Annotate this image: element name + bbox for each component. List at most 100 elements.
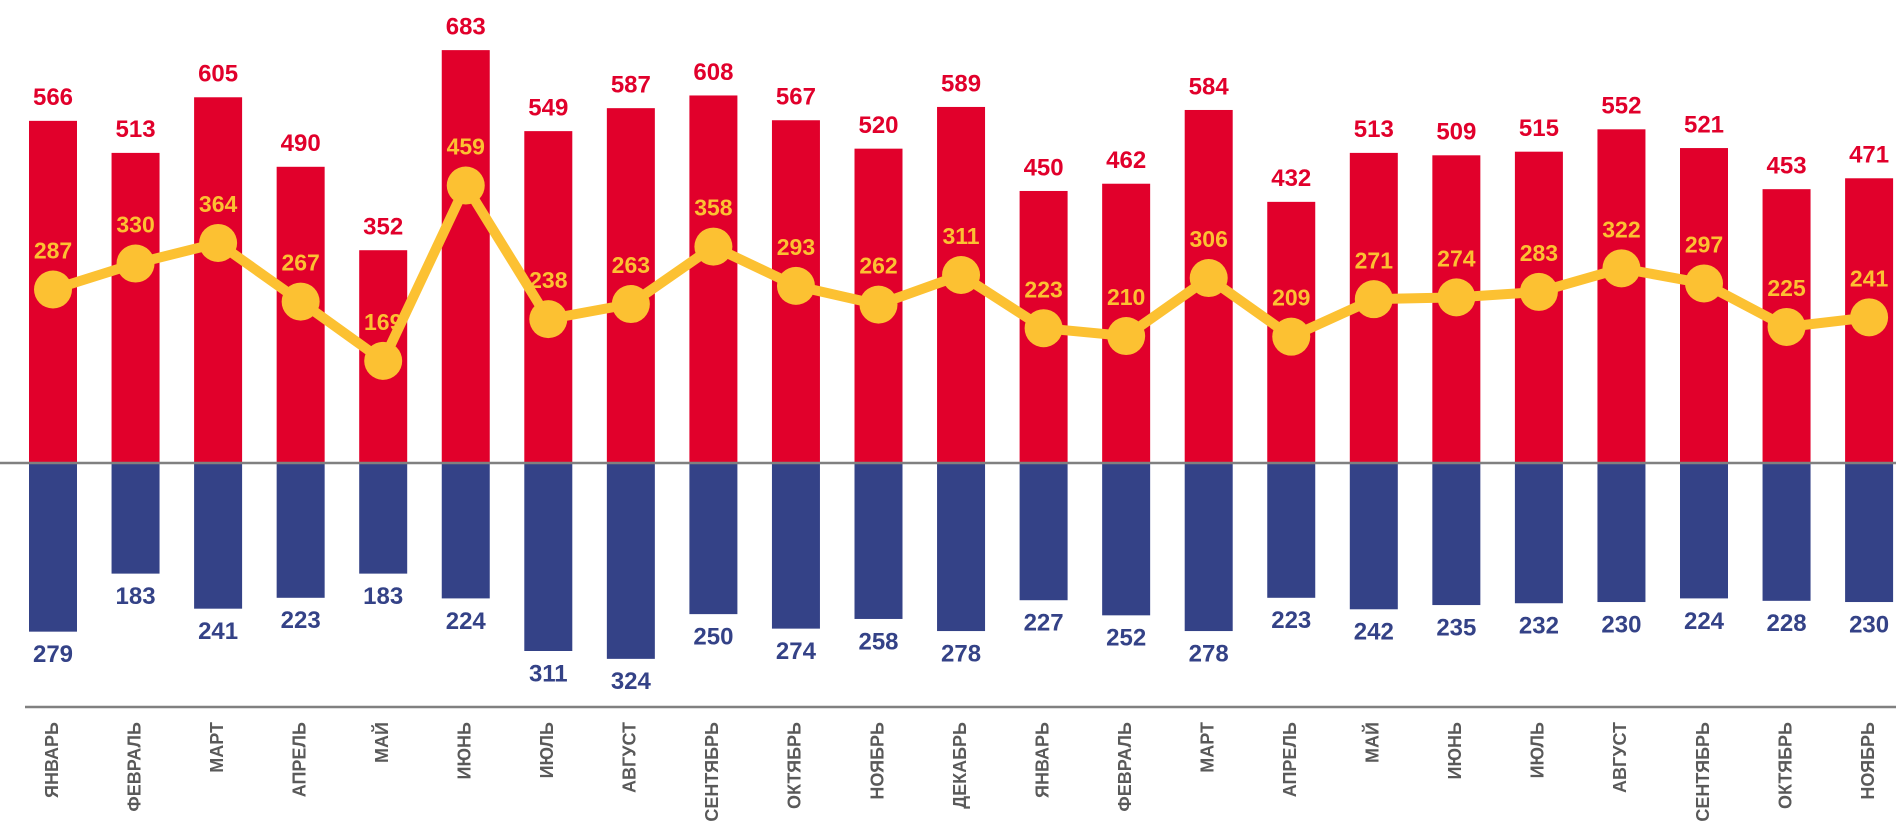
data-label: 241: [1850, 265, 1889, 291]
bar-down: [524, 463, 573, 651]
line-point: [1602, 249, 1641, 288]
data-label: 432: [1271, 165, 1311, 192]
bar-up: [194, 97, 243, 463]
data-label: 271: [1355, 247, 1394, 273]
line-point: [364, 341, 403, 380]
bar-down: [1432, 463, 1481, 606]
data-label: 238: [529, 267, 568, 293]
data-label: 258: [858, 628, 898, 655]
data-label: 683: [446, 13, 486, 40]
data-label: 306: [1190, 226, 1228, 252]
data-label: 462: [1106, 147, 1146, 174]
bar-down: [606, 463, 655, 659]
data-label: 278: [1189, 640, 1229, 667]
x-tick-label: ИЮНЬ: [1445, 722, 1465, 779]
bar-down: [194, 463, 243, 609]
line-point: [1685, 264, 1723, 303]
data-label: 223: [1024, 276, 1062, 302]
x-tick-label: АВГУСТ: [1610, 722, 1630, 793]
data-label: 352: [363, 214, 403, 241]
bar-down: [1267, 463, 1316, 598]
bar-down: [937, 463, 986, 632]
bar-up: [1597, 129, 1646, 464]
bar-down: [441, 463, 490, 599]
x-tick-label: МАЙ: [371, 722, 392, 763]
bar-down: [1680, 463, 1728, 599]
line-point: [446, 166, 485, 205]
bar-down: [276, 463, 325, 598]
data-label: 521: [1684, 111, 1724, 138]
line-point: [1107, 317, 1146, 356]
data-label: 513: [1354, 116, 1394, 143]
data-label: 322: [1602, 216, 1640, 242]
bar-down: [1845, 463, 1894, 603]
line-point: [529, 300, 568, 339]
x-tick-label: АПРЕЛЬ: [1280, 722, 1300, 797]
data-label: 279: [33, 641, 73, 668]
line-point: [199, 223, 238, 262]
x-tick-label: МАЙ: [1362, 722, 1383, 763]
line-point: [1272, 317, 1311, 356]
data-label: 358: [694, 195, 733, 221]
data-label: 210: [1107, 284, 1145, 310]
bar-down: [689, 463, 738, 615]
x-tick-label: ФЕВРАЛЬ: [1115, 722, 1135, 812]
data-label: 584: [1189, 73, 1230, 100]
data-label: 589: [941, 70, 981, 97]
data-label: 267: [281, 250, 319, 276]
line-point: [942, 256, 981, 295]
data-label: 224: [446, 608, 487, 635]
data-label: 293: [777, 234, 815, 260]
data-label: 242: [1354, 619, 1394, 646]
x-tick-label: МАРТ: [1197, 722, 1217, 773]
data-label: 225: [1767, 275, 1806, 301]
data-label: 235: [1436, 614, 1476, 641]
data-label: 209: [1272, 285, 1310, 311]
x-tick-label: ЯНВАРЬ: [42, 722, 62, 798]
bar-down: [771, 463, 820, 629]
bar-down: [29, 463, 77, 632]
data-label: 364: [199, 191, 238, 217]
x-tick-label: СЕНТЯБРЬ: [702, 722, 722, 822]
line-point: [116, 244, 155, 283]
data-label: 520: [858, 112, 898, 139]
data-label: 283: [1520, 240, 1558, 266]
data-label: 471: [1849, 142, 1889, 169]
data-label: 223: [1271, 607, 1311, 634]
line-point: [1437, 278, 1476, 317]
x-tick-label: НОЯБРЬ: [867, 722, 887, 800]
data-label: 263: [612, 252, 650, 278]
data-label: 230: [1601, 611, 1641, 638]
data-label: 274: [1437, 245, 1476, 271]
data-label: 330: [116, 212, 154, 238]
line-point: [281, 282, 320, 321]
data-label: 227: [1024, 610, 1064, 637]
x-tick-label: АПРЕЛЬ: [289, 722, 309, 797]
bar-down: [1597, 463, 1646, 603]
x-tick-label: ФЕВРАЛЬ: [124, 722, 144, 812]
data-label: 552: [1601, 93, 1641, 120]
bar-down: [1184, 463, 1233, 632]
data-label: 274: [776, 638, 817, 665]
line-point: [694, 227, 733, 266]
x-tick-label: ОКТЯБРЬ: [1775, 722, 1795, 809]
line-point: [611, 285, 650, 324]
x-tick-label: ИЮНЬ: [455, 722, 475, 779]
line-point: [1850, 298, 1889, 337]
bar-up: [441, 50, 490, 464]
data-label: 278: [941, 640, 981, 667]
bar-down: [1514, 463, 1563, 604]
bar-down: [111, 463, 160, 574]
data-label: 311: [529, 660, 568, 687]
data-label: 459: [447, 134, 485, 160]
x-tick-label: МАРТ: [207, 722, 227, 773]
data-label: 453: [1767, 153, 1807, 180]
data-label: 223: [281, 607, 321, 634]
x-tick-label: ЯНВАРЬ: [1032, 722, 1052, 798]
data-label: 587: [611, 72, 651, 99]
data-label: 608: [693, 59, 733, 86]
x-tick-label: ДЕКАБРЬ: [950, 722, 970, 809]
data-label: 183: [116, 583, 156, 610]
bar-down: [1102, 463, 1151, 616]
